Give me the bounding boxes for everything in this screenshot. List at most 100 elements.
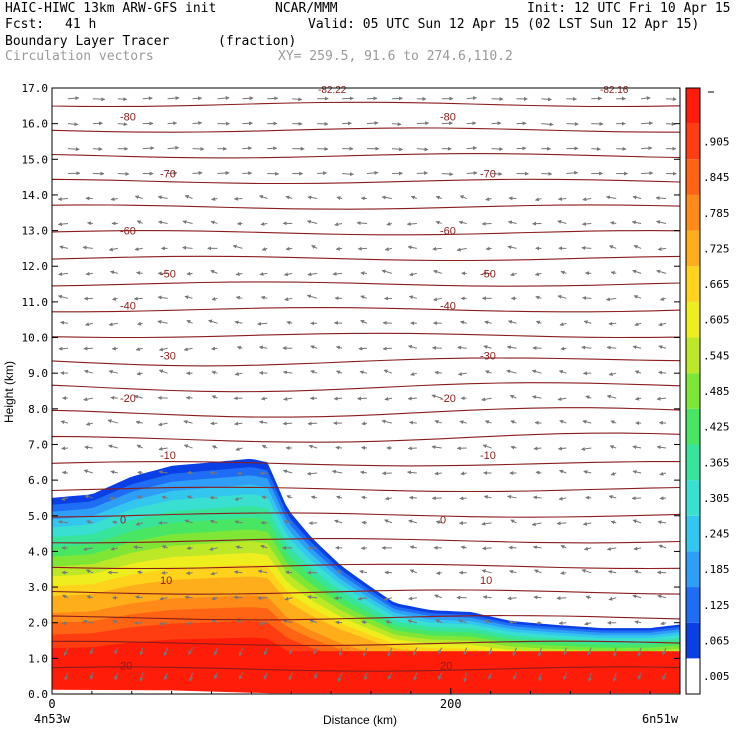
isotherm-line xyxy=(52,332,680,339)
circulation-vector xyxy=(135,595,143,600)
y-tick-label: 0.0 xyxy=(28,688,48,701)
circulation-vector xyxy=(167,121,178,126)
circulation-vector xyxy=(288,672,293,681)
y-tick-label: 7.0 xyxy=(28,438,48,451)
circulation-vector xyxy=(634,370,642,375)
field-units: (fraction) xyxy=(218,34,297,49)
circulation-vector xyxy=(588,672,592,682)
circulation-vector xyxy=(259,621,268,626)
circulation-vector xyxy=(557,446,567,451)
circulation-vector xyxy=(236,471,243,476)
circulation-vector xyxy=(183,347,193,352)
circulation-vector xyxy=(557,220,567,224)
circulation-vector xyxy=(158,422,168,427)
circulation-vector xyxy=(112,296,118,301)
circulation-vector xyxy=(134,394,143,399)
circulation-vector xyxy=(533,595,542,600)
circulation-vector xyxy=(188,647,193,656)
circulation-vector xyxy=(632,269,642,274)
circulation-vector xyxy=(591,147,601,152)
circulation-vector xyxy=(535,295,542,300)
circulation-vector xyxy=(484,619,492,624)
circulation-vector xyxy=(507,220,517,225)
circulation-vector xyxy=(660,297,667,301)
circulation-vector xyxy=(361,520,368,525)
circulation-vector xyxy=(435,195,442,200)
circulation-vector xyxy=(261,444,268,449)
circulation-vector xyxy=(658,370,667,375)
circulation-vector xyxy=(384,519,393,524)
circulation-vector xyxy=(391,122,402,127)
circulation-vector xyxy=(384,396,393,401)
circulation-vector xyxy=(657,594,667,599)
circulation-vector xyxy=(210,270,218,274)
circulation-vector xyxy=(481,521,492,526)
colorbar-label: .065 xyxy=(703,635,730,648)
circulation-vector xyxy=(507,596,517,601)
circulation-vector xyxy=(158,446,168,451)
circulation-vector xyxy=(234,421,243,426)
circulation-vector xyxy=(391,147,404,152)
circulation-vector xyxy=(531,369,542,374)
circulation-vector xyxy=(533,446,542,451)
valid-time: Valid: 05 UTC Sun 12 Apr 15 (02 LST Sun … xyxy=(308,17,700,32)
circulation-vector xyxy=(57,197,68,202)
circulation-vector xyxy=(83,469,94,474)
circulation-vector xyxy=(558,496,567,501)
circulation-vector xyxy=(336,196,343,201)
circulation-vector xyxy=(337,672,343,682)
circulation-vector xyxy=(134,247,143,252)
circulation-vector xyxy=(334,222,343,227)
circulation-vector xyxy=(406,221,417,226)
circulation-vector xyxy=(659,471,667,476)
circulation-vector xyxy=(506,369,517,374)
circulation-vector xyxy=(535,620,542,625)
circulation-vector xyxy=(238,672,243,680)
circulation-vector xyxy=(57,222,69,227)
circulation-vector xyxy=(384,496,392,501)
circulation-vector xyxy=(532,395,542,400)
circulation-vector xyxy=(434,594,442,599)
circulation-vector xyxy=(283,272,293,277)
circulation-vector xyxy=(58,272,69,277)
circulation-vector xyxy=(311,245,318,249)
circulation-vector xyxy=(387,647,393,657)
circulation-vector xyxy=(434,471,442,476)
circulation-vector xyxy=(164,672,169,681)
y-tick-label: 16.0 xyxy=(22,118,49,131)
circulation-vector xyxy=(110,470,118,475)
circulation-vector xyxy=(610,520,617,525)
circulation-vector xyxy=(458,619,467,624)
circulation-vector xyxy=(183,419,193,424)
circulation-vector xyxy=(407,245,417,250)
colorbar-swatch xyxy=(686,622,700,659)
circulation-vector xyxy=(537,647,542,657)
circulation-vector xyxy=(61,621,69,626)
circulation-vector xyxy=(331,469,343,474)
circulation-vector xyxy=(357,396,368,401)
circulation-vector xyxy=(463,672,468,683)
circulation-vector xyxy=(456,247,467,252)
circulation-vector xyxy=(335,345,343,350)
circulation-vector xyxy=(610,221,617,226)
colorbar-swatch xyxy=(686,159,700,195)
y-tick-label: 1.0 xyxy=(28,652,48,665)
circulation-vector xyxy=(333,320,343,325)
circulation-vector xyxy=(108,247,118,252)
y-tick-label: 12.0 xyxy=(22,260,49,273)
isotherm-label: -80 xyxy=(440,112,456,124)
isotherm-line xyxy=(52,640,680,647)
circulation-vector xyxy=(185,621,193,626)
circulation-vector xyxy=(633,546,642,551)
isotherm-label: -30 xyxy=(480,350,496,362)
circulation-vector xyxy=(558,370,567,374)
x-axis-label: Distance (km) xyxy=(323,713,398,727)
circulation-vector xyxy=(510,445,517,450)
isotherm-label: 10 xyxy=(480,575,492,587)
circulation-vector xyxy=(563,647,568,656)
circulation-vector xyxy=(261,495,268,500)
circulation-vector xyxy=(483,495,492,499)
circulation-vector xyxy=(83,397,93,402)
circulation-vector xyxy=(211,196,218,201)
circulation-vector xyxy=(137,570,143,575)
